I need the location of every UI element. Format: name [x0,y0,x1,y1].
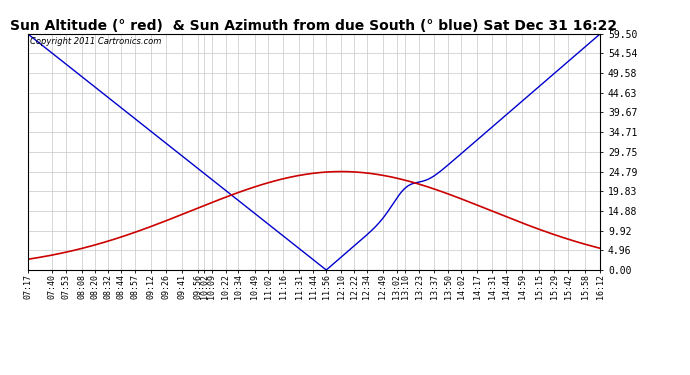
Text: Copyright 2011 Cartronics.com: Copyright 2011 Cartronics.com [30,37,162,46]
Title: Sun Altitude (° red)  & Sun Azimuth from due South (° blue) Sat Dec 31 16:22: Sun Altitude (° red) & Sun Azimuth from … [10,19,618,33]
